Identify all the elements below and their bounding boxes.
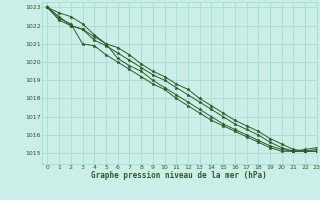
X-axis label: Graphe pression niveau de la mer (hPa): Graphe pression niveau de la mer (hPa) [91, 171, 267, 180]
